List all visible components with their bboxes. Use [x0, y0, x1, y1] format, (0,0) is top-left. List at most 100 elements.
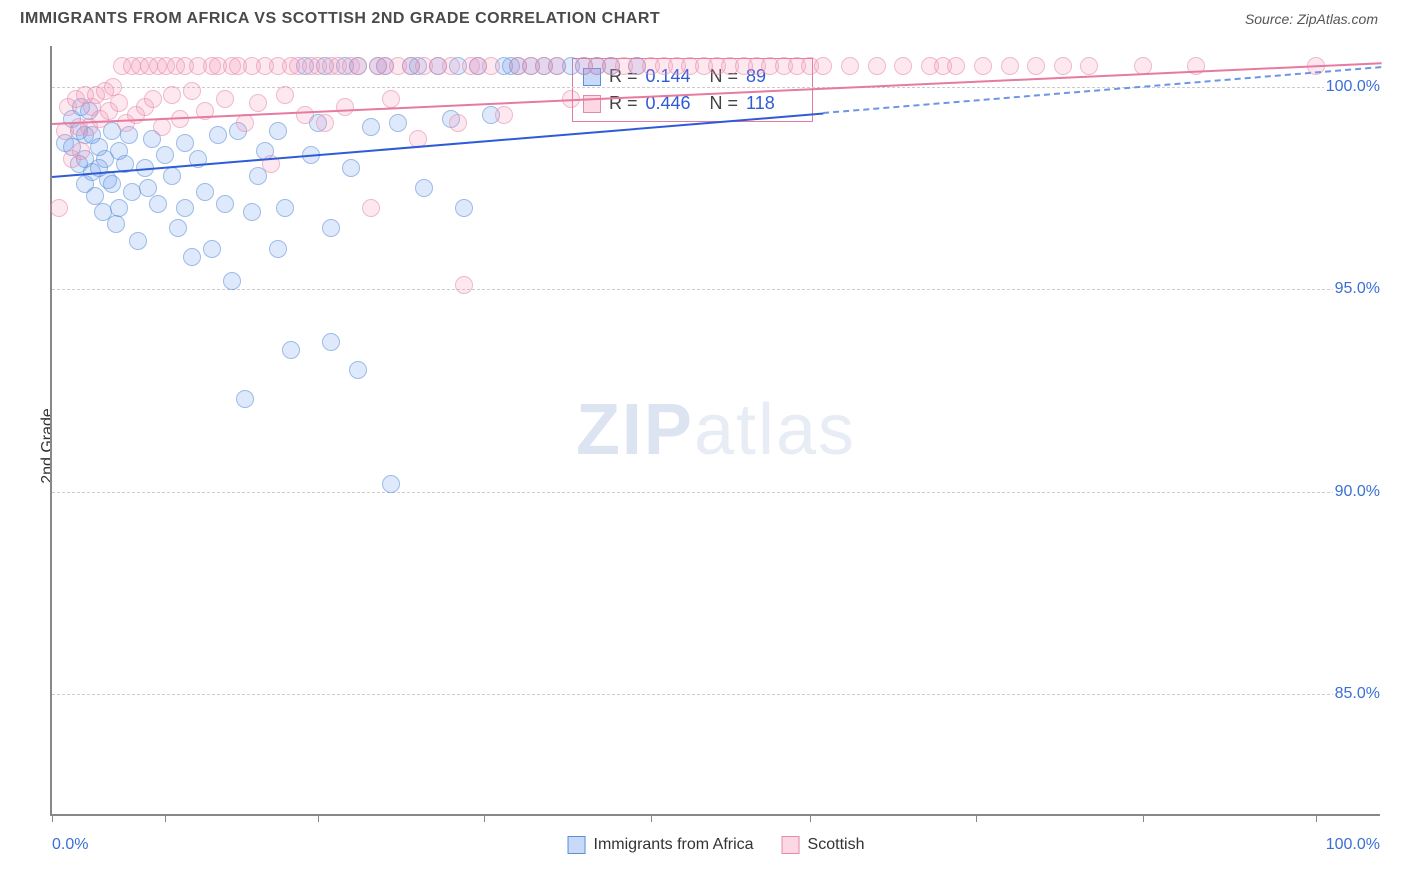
scatter-point-africa: [236, 390, 254, 408]
source-attribution: Source: ZipAtlas.com: [1245, 11, 1378, 27]
scatter-point-africa: [322, 333, 340, 351]
y-tick-label: 90.0%: [1333, 483, 1382, 501]
scatter-point-scottish: [362, 199, 380, 217]
scatter-point-africa: [276, 199, 294, 217]
title-bar: IMMIGRANTS FROM AFRICA VS SCOTTISH 2ND G…: [0, 0, 1406, 34]
x-tick: [810, 814, 811, 822]
scatter-point-scottish: [382, 90, 400, 108]
scatter-point-scottish: [276, 86, 294, 104]
legend: Immigrants from Africa Scottish: [568, 836, 865, 854]
scatter-point-africa: [176, 199, 194, 217]
scatter-point-scottish: [316, 114, 334, 132]
scatter-point-scottish: [455, 276, 473, 294]
scatter-point-scottish: [841, 57, 859, 75]
scatter-point-scottish: [894, 57, 912, 75]
x-tick: [1143, 814, 1144, 822]
scatter-point-africa: [156, 146, 174, 164]
source-prefix: Source:: [1245, 11, 1297, 27]
x-tick: [651, 814, 652, 822]
scatter-point-scottish: [163, 86, 181, 104]
watermark-atlas: atlas: [694, 390, 856, 470]
scatter-point-scottish: [974, 57, 992, 75]
scatter-point-africa: [103, 175, 121, 193]
scatter-point-scottish: [110, 94, 128, 112]
scatter-point-africa: [149, 195, 167, 213]
scatter-point-scottish: [495, 106, 513, 124]
scatter-point-africa: [203, 240, 221, 258]
scatter-point-africa: [139, 179, 157, 197]
legend-item-scottish: Scottish: [782, 836, 865, 854]
scatter-point-africa: [209, 126, 227, 144]
gridline: [52, 87, 1380, 88]
scatter-point-scottish: [216, 90, 234, 108]
scatter-point-scottish: [1080, 57, 1098, 75]
scatter-point-africa: [282, 341, 300, 359]
chart-plot-area: ZIPatlas R = 0.144 N = 89 R = 0.446 N = …: [50, 46, 1380, 816]
watermark-zip: ZIP: [576, 390, 694, 470]
scatter-point-africa: [389, 114, 407, 132]
scatter-point-scottish: [442, 57, 460, 75]
watermark: ZIPatlas: [576, 389, 856, 471]
x-tick: [484, 814, 485, 822]
scatter-point-scottish: [296, 106, 314, 124]
swatch-icon: [782, 836, 800, 854]
swatch-icon: [568, 836, 586, 854]
scatter-point-scottish: [336, 98, 354, 116]
chart-title: IMMIGRANTS FROM AFRICA VS SCOTTISH 2ND G…: [20, 10, 660, 28]
legend-label: Immigrants from Africa: [594, 836, 754, 854]
scatter-point-scottish: [249, 94, 267, 112]
scatter-point-scottish: [153, 118, 171, 136]
scatter-point-scottish: [72, 142, 90, 160]
scatter-point-africa: [223, 272, 241, 290]
scatter-point-africa: [455, 199, 473, 217]
scatter-point-scottish: [50, 199, 68, 217]
scatter-point-scottish: [183, 82, 201, 100]
y-tick-label: 100.0%: [1324, 78, 1382, 96]
source-link[interactable]: ZipAtlas.com: [1297, 11, 1378, 27]
gridline: [52, 289, 1380, 290]
scatter-point-africa: [362, 118, 380, 136]
x-tick: [52, 814, 53, 822]
x-axis-max-label: 100.0%: [1326, 836, 1380, 854]
scatter-point-africa: [342, 159, 360, 177]
x-tick: [976, 814, 977, 822]
scatter-point-africa: [196, 183, 214, 201]
scatter-point-africa: [216, 195, 234, 213]
scatter-point-africa: [110, 199, 128, 217]
legend-label: Scottish: [808, 836, 865, 854]
scatter-point-africa: [269, 240, 287, 258]
x-tick: [165, 814, 166, 822]
scatter-point-africa: [169, 219, 187, 237]
x-tick: [1316, 814, 1317, 822]
n-value-scottish: 118: [746, 90, 802, 117]
scatter-point-africa: [269, 122, 287, 140]
scatter-point-scottish: [1027, 57, 1045, 75]
r-label: R =: [609, 90, 638, 117]
scatter-point-scottish: [1001, 57, 1019, 75]
scatter-point-africa: [349, 361, 367, 379]
scatter-point-africa: [382, 475, 400, 493]
legend-item-africa: Immigrants from Africa: [568, 836, 754, 854]
scatter-point-scottish: [947, 57, 965, 75]
scatter-point-africa: [107, 215, 125, 233]
scatter-point-africa: [322, 219, 340, 237]
scatter-point-scottish: [548, 57, 566, 75]
y-tick-label: 85.0%: [1333, 685, 1382, 703]
scatter-point-scottish: [814, 57, 832, 75]
scatter-point-africa: [163, 167, 181, 185]
scatter-point-scottish: [482, 57, 500, 75]
gridline: [52, 492, 1380, 493]
scatter-point-africa: [129, 232, 147, 250]
y-tick-label: 95.0%: [1333, 280, 1382, 298]
x-axis-min-label: 0.0%: [52, 836, 88, 854]
scatter-point-africa: [183, 248, 201, 266]
scatter-point-scottish: [144, 90, 162, 108]
gridline: [52, 694, 1380, 695]
scatter-point-africa: [176, 134, 194, 152]
scatter-point-scottish: [449, 114, 467, 132]
x-tick: [318, 814, 319, 822]
scatter-point-scottish: [349, 57, 367, 75]
scatter-point-scottish: [1054, 57, 1072, 75]
scatter-point-scottish: [868, 57, 886, 75]
scatter-point-scottish: [236, 114, 254, 132]
